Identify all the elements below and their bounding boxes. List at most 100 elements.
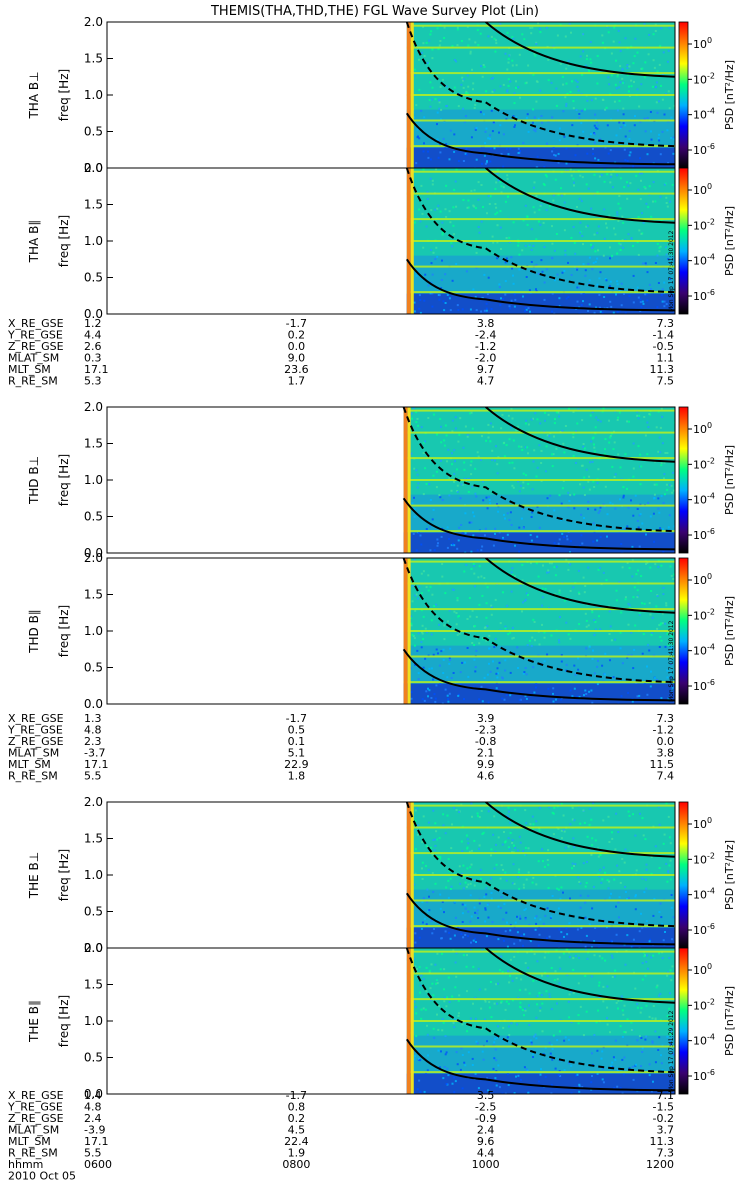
- leading-edge-2: [407, 407, 411, 553]
- harmonic-band: [406, 874, 675, 876]
- ephemeris-value: -2.5: [475, 1101, 496, 1114]
- ephemeris-value: -1.5: [653, 1101, 674, 1114]
- ephemeris-value: 4.8: [84, 724, 102, 737]
- y-tick-label: 2.0: [84, 795, 103, 809]
- gyro-line-upper: [485, 407, 675, 463]
- ephemeris-value: 22.9: [284, 758, 309, 771]
- gyro-line-dashed: [405, 22, 675, 148]
- colorbar-tick-label: 10-4: [693, 1033, 715, 1048]
- harmonic-band: [406, 145, 675, 148]
- leading-edge-2: [410, 22, 414, 168]
- ephemeris-value: -2.0: [475, 352, 496, 365]
- harmonic-band: [406, 852, 675, 855]
- spectrogram: [405, 22, 675, 168]
- ephemeris-value: 23.6: [284, 363, 309, 376]
- gyro-line-lower: [405, 1038, 675, 1092]
- time-tick-label: 1200: [646, 1158, 674, 1171]
- ephemeris-label: R_RE_SM: [8, 1147, 58, 1160]
- ephemeris-value: -3.7: [84, 747, 105, 760]
- gyro-line-dashed: [405, 168, 675, 294]
- ephemeris-value: 4.8: [84, 1101, 102, 1114]
- ephemeris-value: 4.5: [288, 1124, 306, 1137]
- ephemeris-label: Z_RE_GSE: [8, 735, 64, 748]
- spectrogram: [405, 948, 675, 1094]
- colorbar-tick-label: 100: [693, 962, 712, 977]
- colorbar-tick-label: 100: [693, 421, 712, 436]
- colorbar-tick-label: 100: [693, 572, 712, 587]
- ephemeris-value: 1.3: [84, 712, 102, 725]
- gyro-line-lower: [405, 112, 675, 166]
- y-axis-label: freq [Hz]: [57, 215, 71, 267]
- ephemeris-label: MLT_SM: [8, 1135, 51, 1148]
- panel-name: THE B∥: [27, 1000, 41, 1043]
- panel-name: THA B⊥: [27, 71, 41, 119]
- ephemeris-value: 1.9: [288, 1147, 306, 1160]
- ephemeris-value: 3.8: [657, 747, 675, 760]
- spectrogram-bottom-band: [406, 927, 675, 948]
- harmonic-band: [406, 998, 675, 1001]
- timestamp-stamp: Mon Sep 17 07:41:29 2012: [668, 1010, 675, 1092]
- harmonic-band: [406, 925, 675, 928]
- colorbar-tick-label: 10-6: [693, 922, 715, 937]
- colorbar-label: PSD [nT²/Hz]: [723, 840, 736, 910]
- leading-edge: [403, 407, 408, 553]
- ephemeris-value: 9.6: [477, 1135, 495, 1148]
- harmonic-band: [406, 240, 675, 242]
- ephemeris-value: 0.8: [288, 1101, 306, 1114]
- gyro-line-upper: [485, 802, 675, 858]
- ephemeris-value: 3.7: [657, 1124, 675, 1137]
- colorbar-tick-label: 10-4: [693, 107, 715, 122]
- ephemeris-value: 4.7: [477, 375, 495, 388]
- leading-edge: [406, 22, 411, 168]
- harmonic-band: [406, 94, 675, 96]
- colorbar: [678, 947, 689, 1095]
- gyro-line-lower: [405, 258, 675, 312]
- colorbar: [678, 557, 689, 705]
- timestamp-stamp: Mon Sep 17 07:41:30 2012: [668, 620, 675, 702]
- colorbar-tick-label: 10-2: [693, 217, 715, 232]
- leading-edge: [406, 802, 411, 948]
- y-tick-label: 0.5: [84, 125, 103, 139]
- harmonic-band: [403, 655, 675, 658]
- leading-edge-2: [410, 168, 414, 314]
- colorbar-tick-label: 10-6: [693, 527, 715, 542]
- ephemeris-value: 7.3: [657, 1147, 675, 1160]
- ephemeris-value: 0.3: [84, 352, 102, 365]
- ephemeris-value: 2.6: [84, 340, 102, 353]
- y-tick-label: 1.0: [84, 88, 103, 102]
- time-tick-label: 0800: [282, 1158, 310, 1171]
- gyro-line-upper: [485, 22, 675, 78]
- colorbar-tick-label: 10-4: [693, 643, 715, 658]
- y-tick-label: 0.0: [84, 1087, 103, 1101]
- ephemeris-value: -0.8: [475, 735, 496, 748]
- ephemeris-value: 11.3: [650, 363, 675, 376]
- ephemeris-value: 0.5: [288, 724, 306, 737]
- ephemeris-value: 5.5: [84, 770, 102, 783]
- panel-name: THA B∥: [27, 220, 41, 264]
- harmonic-band: [406, 804, 675, 807]
- y-tick-label: 0.5: [84, 510, 103, 524]
- ephemeris-value: 0.1: [288, 735, 306, 748]
- y-tick-label: 2.0: [84, 161, 103, 175]
- ephemeris-label: Z_RE_GSE: [8, 340, 64, 353]
- y-tick-label: 0.5: [84, 271, 103, 285]
- ephemeris-value: 3.8: [477, 317, 495, 330]
- ephemeris-value: -2.3: [475, 724, 496, 737]
- gyro-line-lower: [405, 892, 675, 946]
- harmonic-band: [406, 1020, 675, 1022]
- panels-layer: 0.0 0.5 1.0 1.5 2.0 freq [Hz] THA B⊥ 100 10-2 10-…: [27, 15, 736, 1101]
- ephemeris-value: 7.4: [657, 770, 675, 783]
- gyro-line-dashed: [405, 948, 675, 1074]
- colorbar-tick-label: 10-4: [693, 887, 715, 902]
- harmonic-band: [403, 504, 675, 507]
- gyro-line-dashed: [402, 407, 675, 533]
- ephemeris-value: 0.2: [288, 1112, 306, 1125]
- y-tick-label: 0.5: [84, 1051, 103, 1065]
- harmonic-band: [403, 530, 675, 533]
- spectrogram-bottom-band: [403, 532, 675, 553]
- ephemeris-label: Y_RE_GSE: [7, 1101, 63, 1114]
- y-tick-label: 1.5: [84, 437, 103, 451]
- gyro-line-upper: [485, 558, 675, 614]
- ephemeris-value: -1.2: [475, 340, 496, 353]
- y-tick-label: 1.5: [84, 588, 103, 602]
